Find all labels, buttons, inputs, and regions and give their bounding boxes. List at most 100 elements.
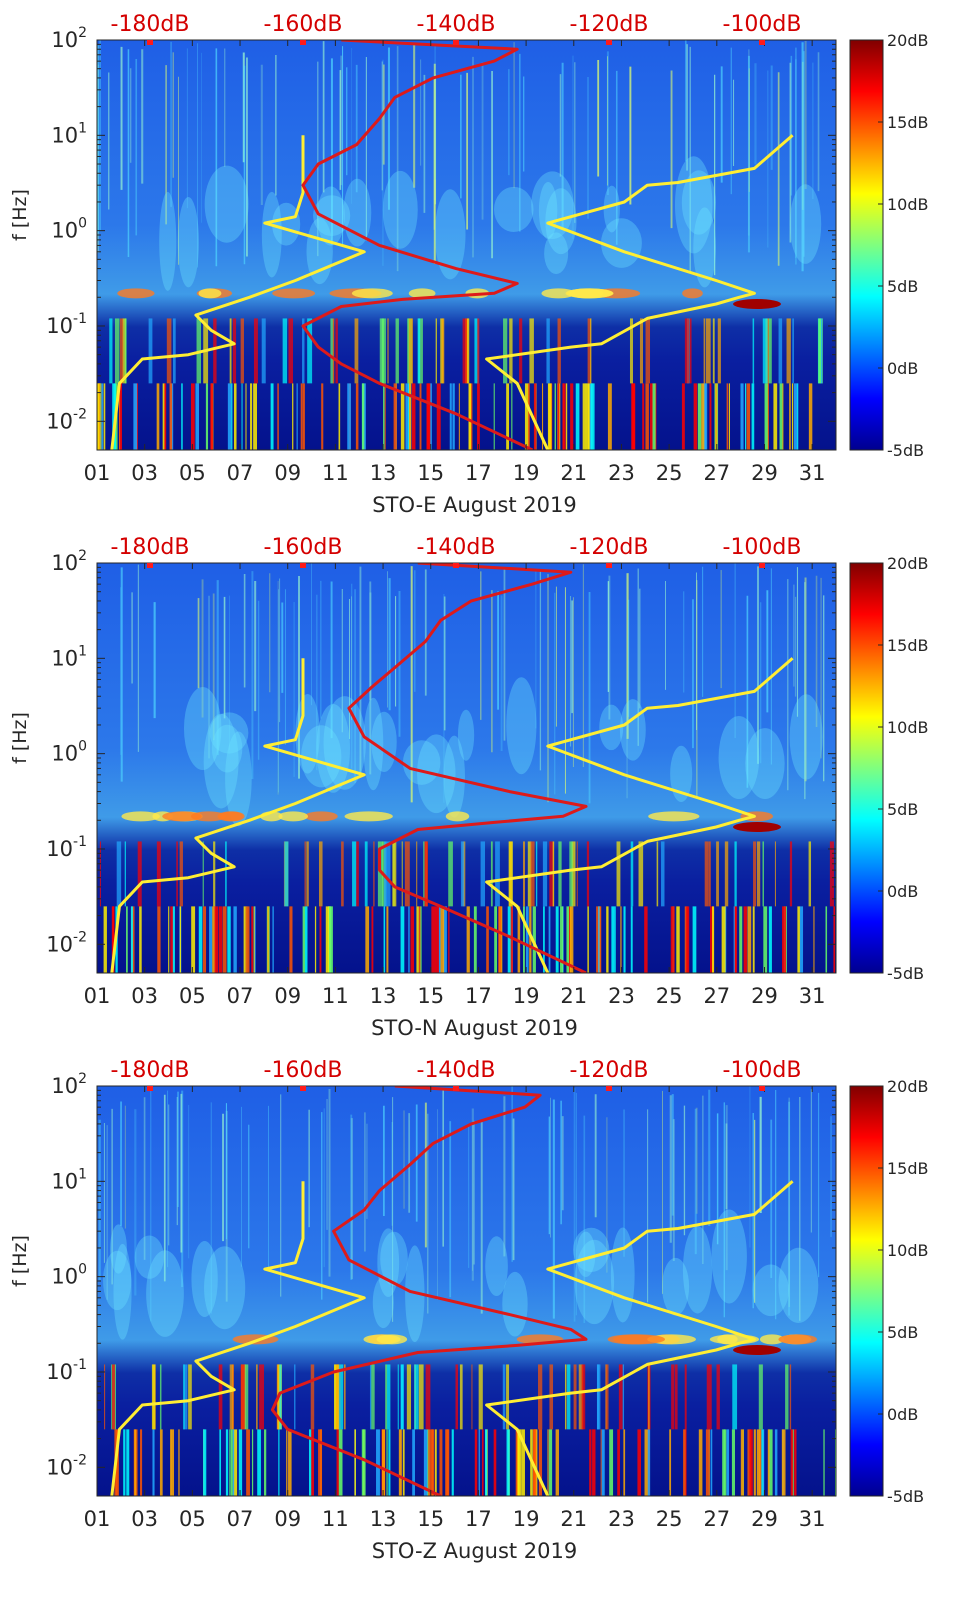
low-band-stripe (764, 383, 768, 450)
db-axis-label: -180dB (111, 535, 190, 560)
mid-band-stripe (338, 1364, 344, 1430)
x-tick-label: 19 (513, 1507, 540, 1531)
low-band-stripe (159, 1429, 163, 1496)
mid-band-stripe (310, 1364, 315, 1430)
y-tick-label: 100 (51, 739, 87, 766)
x-tick-label: 17 (465, 1507, 492, 1531)
x-tick-label: 07 (227, 984, 254, 1008)
x-axis-label: STO-Z August 2019 (372, 1539, 578, 1563)
noise-model-curve-3 (347, 563, 588, 973)
low-band-stripe (289, 906, 293, 973)
low-band-stripe (431, 906, 436, 973)
low-band-stripe (548, 1429, 553, 1496)
db-axis-label: -100dB (723, 1058, 802, 1083)
low-band-stripe (225, 1429, 229, 1496)
mid-band-stripe (334, 1364, 339, 1430)
low-band-stripe (209, 906, 213, 973)
mid-band-stripe (734, 841, 737, 907)
noise-blob (382, 170, 418, 249)
mid-band-stripe (253, 318, 258, 384)
mid-band-stripe (460, 841, 465, 907)
low-band-stripe (652, 383, 656, 450)
db-axis-label: -140dB (417, 12, 496, 37)
low-band-stripe (202, 906, 207, 973)
low-band-stripe (451, 1429, 454, 1496)
low-band-stripe (596, 906, 599, 973)
low-band-stripe (701, 383, 705, 450)
noise-blob (209, 712, 249, 754)
spectrogram-area (97, 1086, 836, 1496)
colorbar-tick-label: -5dB (887, 1487, 924, 1506)
low-band-stripe (319, 906, 322, 973)
x-tick-label: 05 (179, 461, 206, 485)
low-band-stripe (529, 906, 532, 973)
low-band-stripe (647, 1429, 651, 1496)
mid-band-stripe (425, 1364, 431, 1430)
x-tick-label: 11 (322, 984, 349, 1008)
mid-band-stripe (522, 841, 526, 907)
noise-blob (434, 189, 466, 280)
mid-band-stripe (159, 1364, 162, 1430)
low-band-stripe (233, 906, 237, 973)
y-tick-label: 10-1 (46, 1357, 87, 1384)
mid-band-stripe (335, 318, 338, 384)
mid-band-stripe (435, 318, 438, 384)
low-band-stripe (210, 383, 213, 450)
low-band-stripe (191, 383, 195, 450)
mid-band-stripe (661, 841, 665, 907)
low-band-stripe (257, 1429, 261, 1496)
mid-band-stripe (240, 1364, 246, 1430)
x-tick-label: 27 (703, 984, 730, 1008)
low-band-stripe (336, 1429, 340, 1496)
mid-band-stripe (752, 318, 755, 384)
x-tick-label: 03 (131, 984, 158, 1008)
mid-band-stripe (397, 1364, 399, 1430)
mid-band-stripe (179, 841, 183, 907)
noise-blob (545, 188, 577, 255)
low-band-stripe (794, 1429, 797, 1496)
x-tick-label: 03 (131, 461, 158, 485)
mid-band-stripe (462, 318, 467, 384)
x-tick-label: 25 (656, 984, 683, 1008)
low-band-stripe (570, 906, 574, 973)
low-band-stripe (164, 383, 167, 450)
low-band-stripe (162, 383, 165, 450)
mid-band-stripe (408, 318, 413, 384)
microseism-hotspot (778, 1334, 818, 1345)
db-axis-tick (453, 1086, 459, 1091)
x-tick-label: 01 (84, 461, 111, 485)
mid-band-stripe (356, 841, 359, 907)
mid-band-stripe (124, 318, 127, 384)
low-band-stripe (686, 906, 690, 973)
low-band-stripe (712, 906, 715, 973)
noise-blob (544, 232, 569, 275)
mid-band-stripe (401, 841, 403, 907)
mid-band-stripe (441, 318, 445, 384)
low-band-stripe (254, 906, 256, 973)
low-band-stripe (423, 1429, 428, 1496)
noise-blob (272, 202, 301, 246)
low-band-stripe (790, 1429, 794, 1496)
low-band-stripe (328, 906, 333, 973)
noise-model-curve-1 (110, 1181, 366, 1496)
low-band-stripe (600, 1429, 602, 1496)
low-band-stripe (749, 1429, 753, 1496)
colorbar-tick-label: 0dB (887, 359, 918, 378)
y-axis-label: f [Hz] (9, 1235, 31, 1287)
mid-band-stripe (605, 1364, 609, 1430)
microseism-hotspot (121, 811, 160, 822)
noise-blob (789, 184, 822, 264)
mid-band-stripe (706, 1364, 712, 1430)
low-band-stripe (227, 383, 232, 450)
mid-band-stripe (225, 841, 227, 907)
mid-band-stripe (506, 1364, 510, 1430)
y-tick-label: 10-2 (46, 1452, 87, 1479)
panel-1: 01 03 05 07 09 11 13 15 17 19 21 23 25 27 29 31 STO-E Au… (9, 12, 929, 517)
low-band-stripe (642, 383, 645, 450)
x-axis-label: STO-N August 2019 (371, 1016, 578, 1040)
low-band-stripe (402, 1429, 405, 1496)
low-band-stripe (710, 1429, 713, 1496)
noise-blob (574, 1239, 615, 1325)
low-band-stripe (361, 383, 365, 450)
mid-band-stripe (385, 1364, 388, 1430)
